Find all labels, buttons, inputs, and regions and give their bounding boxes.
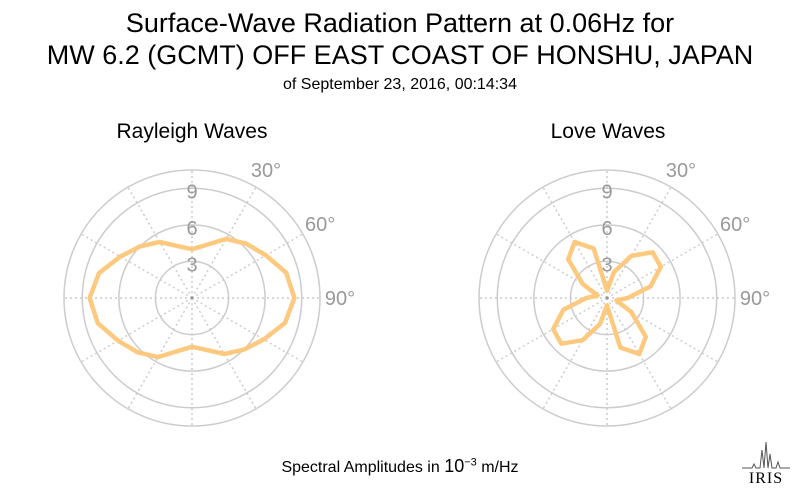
logo-text: IRIS <box>748 470 784 487</box>
rayleigh-polar-chart: 3 6 9 30° 60° 90° <box>63 160 355 427</box>
amplitude-units-caption: Spectral Amplitudes in 10−3 m/Hz <box>0 456 800 477</box>
angular-grid-spoke <box>191 186 257 299</box>
angular-grid-spoke <box>191 297 257 410</box>
radial-grid-ring <box>81 187 303 409</box>
iris-logo: IRIS <box>738 438 794 490</box>
angular-tick-label: 60° <box>305 214 335 236</box>
radial-grid-ring <box>533 224 681 372</box>
angular-grid-spoke <box>191 233 304 299</box>
chart-title-date: of September 23, 2016, 00:14:34 <box>283 76 517 93</box>
angular-grid-spoke <box>542 186 608 299</box>
angular-grid-spoke <box>495 297 608 363</box>
radial-grid-ring <box>118 224 266 372</box>
angular-grid-spoke <box>606 186 672 299</box>
radiation-pattern-curve <box>87 236 297 360</box>
angular-grid-spoke <box>127 297 193 410</box>
angular-grid-spoke <box>80 233 193 299</box>
radial-tick-label: 6 <box>186 218 197 240</box>
radial-grid-ring <box>496 187 718 409</box>
radial-tick-label: 6 <box>601 218 612 240</box>
angular-tick-label: 30° <box>251 160 281 182</box>
angular-tick-label: 90° <box>325 288 355 310</box>
polar-center-dot <box>605 296 609 300</box>
radial-tick-label: 9 <box>601 181 612 203</box>
chart-title-line-1: Surface-Wave Radiation Pattern at 0.06Hz… <box>125 8 675 38</box>
angular-grid-spoke <box>191 297 304 363</box>
units-prefix: Spectral Amplitudes in <box>281 459 445 476</box>
radiation-pattern-curve <box>550 239 664 357</box>
units-exponent: −3 <box>464 456 477 469</box>
angular-tick-label: 90° <box>740 288 770 310</box>
radial-tick-label: 9 <box>186 181 197 203</box>
angular-grid-spoke <box>542 297 608 410</box>
rayleigh-chart-title: Rayleigh Waves <box>116 120 268 143</box>
radial-tick-label: 3 <box>186 254 197 276</box>
angular-grid-spoke <box>127 186 193 299</box>
chart-title-line-2: MW 6.2 (GCMT) OFF EAST COAST OF HONSHU, … <box>46 40 754 70</box>
angular-grid-spoke <box>606 297 672 410</box>
love-chart-title: Love Waves <box>550 120 666 143</box>
units-base: 10 <box>444 456 465 476</box>
units-suffix: m/Hz <box>476 459 519 476</box>
angular-grid-spoke <box>606 233 719 299</box>
radial-tick-label: 3 <box>601 254 612 276</box>
seismogram-icon <box>742 441 790 469</box>
angular-tick-label: 30° <box>666 160 696 182</box>
angular-tick-label: 60° <box>720 214 750 236</box>
polar-center-dot <box>190 296 194 300</box>
angular-grid-spoke <box>80 297 193 363</box>
love-polar-chart: 3 6 9 30° 60° 90° <box>478 160 770 427</box>
